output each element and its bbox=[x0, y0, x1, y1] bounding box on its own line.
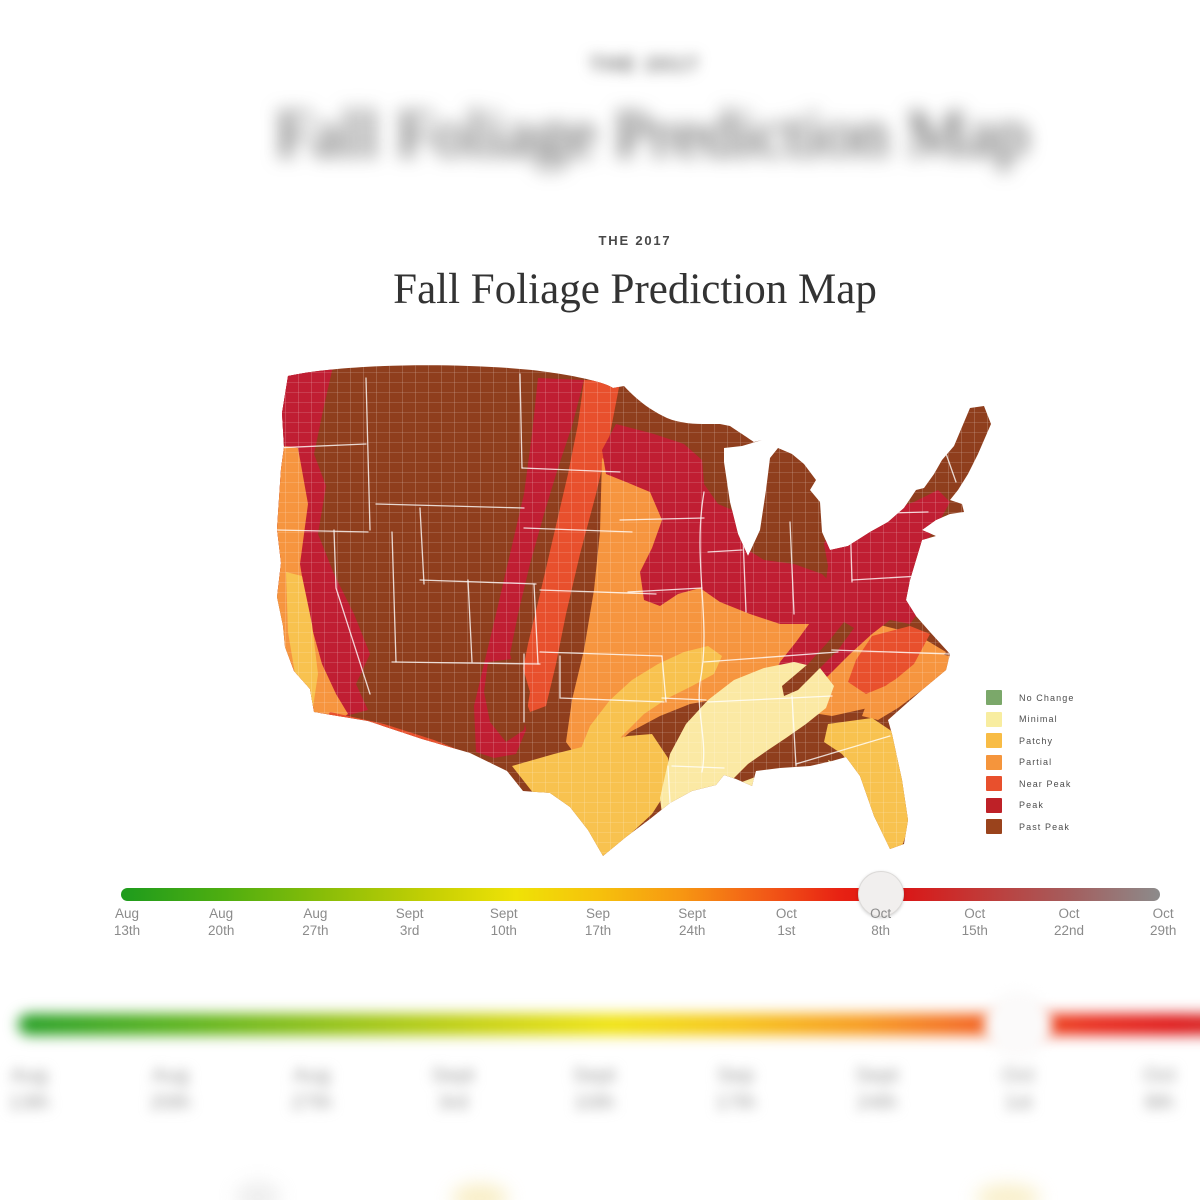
timeline-date-2: Aug 20th bbox=[208, 906, 235, 938]
county-borders-texture bbox=[277, 365, 991, 856]
timeline-date-8: Oct 1st bbox=[775, 906, 797, 938]
map-legend: No Change Minimal Patchy Partial Near Peak Pe… bbox=[986, 687, 1074, 838]
legend-label: Patchy bbox=[1019, 735, 1054, 746]
foliage-map[interactable] bbox=[272, 362, 992, 858]
timeline-date-5: Sept 10th bbox=[489, 906, 518, 938]
state-borders bbox=[277, 373, 957, 804]
timeline-date-4: Sept 3rd bbox=[395, 906, 424, 938]
us-map-svg[interactable] bbox=[272, 362, 992, 858]
legend-label: No Change bbox=[1019, 692, 1075, 703]
timeline-date-10: Oct 15th bbox=[961, 906, 988, 938]
timeline-date-3: Aug 27th bbox=[302, 906, 329, 938]
legend-item-partial: Partial bbox=[986, 752, 1074, 774]
legend-item-minimal: Minimal bbox=[986, 709, 1074, 731]
legend-item-peak: Peak bbox=[986, 795, 1074, 817]
legend-label: Peak bbox=[1019, 800, 1044, 811]
legend-label: Past Peak bbox=[1019, 821, 1070, 832]
legend-label: Near Peak bbox=[1019, 778, 1072, 789]
legend-item-past: Past Peak bbox=[986, 816, 1074, 838]
legend-swatch-patchy bbox=[986, 733, 1002, 749]
timeline-date-11: Oct 22nd bbox=[1053, 906, 1085, 938]
legend-swatch-peak bbox=[986, 797, 1002, 813]
legend-swatch-minimal bbox=[986, 711, 1002, 727]
legend-item-patchy: Patchy bbox=[986, 730, 1074, 752]
legend-label: Minimal bbox=[1019, 714, 1058, 725]
timeline-slider-handle[interactable] bbox=[857, 871, 904, 917]
timeline-date-6: Sep 17th bbox=[584, 906, 612, 938]
page-kicker: THE 2017 bbox=[598, 233, 672, 248]
timeline-date-1: Aug 13th bbox=[113, 906, 141, 938]
legend-item-nochange: No Change bbox=[986, 687, 1074, 709]
timeline-date-12: Oct 29th bbox=[1150, 906, 1177, 938]
legend-label: Partial bbox=[1019, 757, 1053, 768]
legend-swatch-near bbox=[986, 776, 1002, 792]
legend-item-near: Near Peak bbox=[986, 773, 1074, 795]
legend-swatch-partial bbox=[986, 754, 1002, 770]
timeline-date-7: Sept 24th bbox=[678, 906, 707, 938]
page-title: Fall Foliage Prediction Map bbox=[393, 266, 877, 313]
timeline-slider-track[interactable] bbox=[121, 888, 1160, 901]
legend-swatch-nochange bbox=[986, 690, 1002, 706]
legend-swatch-past bbox=[986, 819, 1002, 835]
timeline-date-9: Oct 8th bbox=[870, 906, 892, 938]
